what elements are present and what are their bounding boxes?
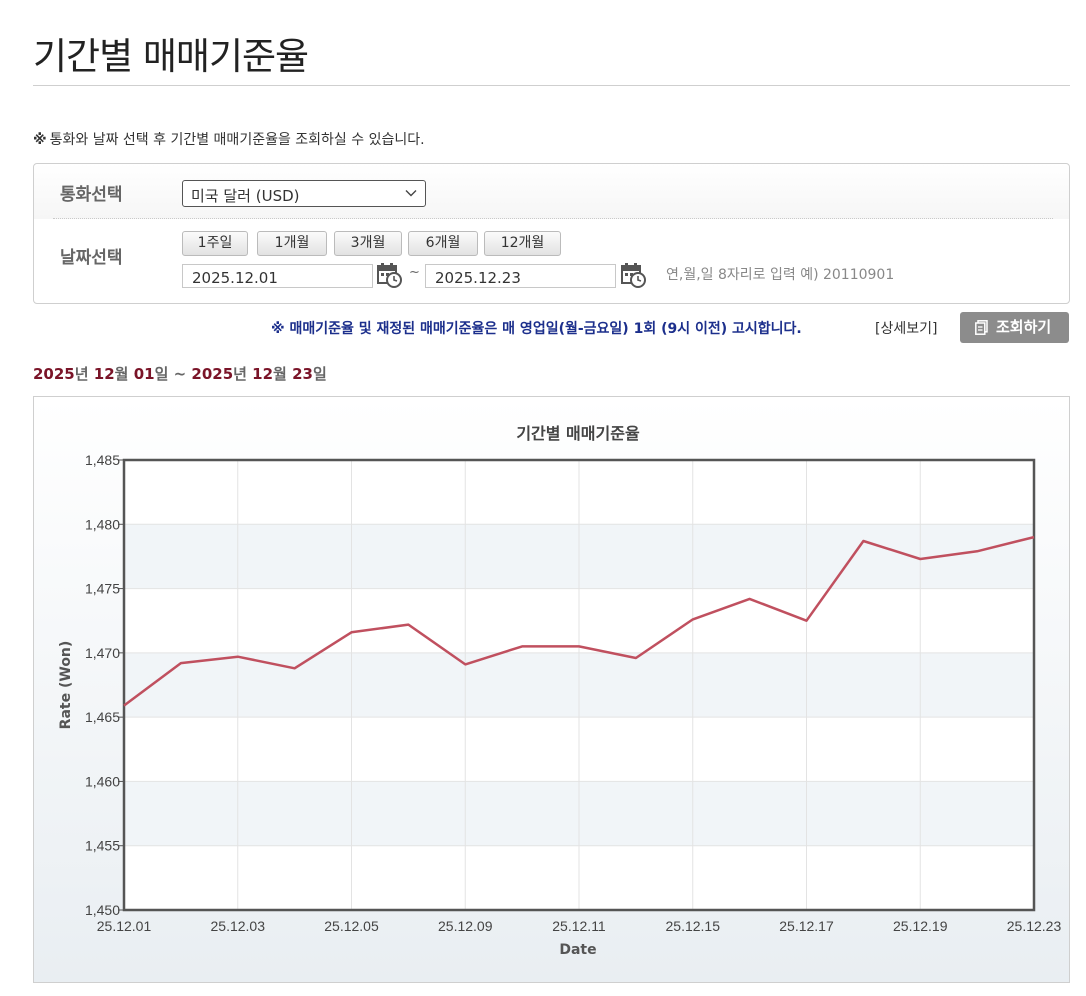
y-tick-label: 1,475 (85, 581, 120, 597)
row-divider (53, 218, 1053, 219)
date-label: 날짜선택 (60, 248, 123, 268)
y-tick-label: 1,450 (85, 902, 120, 918)
range-unit-day: 일 ~ (154, 365, 192, 383)
period-3month-button[interactable]: 3개월 (334, 231, 402, 256)
x-tick-label: 25.12.05 (324, 918, 379, 934)
chart-container: 1,450 1,455 1,460 1,465 1,470 1,475 1,480 1,485… (33, 396, 1070, 983)
x-tick-label: 25.12.23 (1007, 918, 1062, 934)
date-format-hint: 연,월,일 8자리로 입력 예) 20110901 (666, 267, 895, 283)
range-unit-year: 년 (233, 365, 253, 383)
inquiry-button[interactable]: 조회하기 (960, 312, 1069, 343)
chevron-down-icon (405, 190, 417, 197)
x-tick-label: 25.12.11 (552, 918, 606, 934)
y-tick-label: 1,460 (85, 773, 120, 789)
period-6month-button[interactable]: 6개월 (408, 231, 478, 256)
chart-title: 기간별 매매기준율 (516, 424, 640, 443)
x-tick-label: 25.12.17 (779, 918, 834, 934)
x-axis-label: Date (559, 942, 596, 958)
currency-select[interactable]: 미국 달러 (USD) (182, 180, 426, 207)
y-tick-label: 1,470 (85, 645, 120, 661)
range-unit-month: 월 (273, 365, 293, 383)
date-range-separator: ~ (409, 265, 420, 280)
period-12month-button[interactable]: 12개월 (484, 231, 561, 256)
period-1week-button[interactable]: 1주일 (182, 231, 248, 256)
document-icon (975, 320, 988, 335)
y-axis-label: Rate (Won) (58, 641, 74, 730)
range-start-day: 01 (133, 365, 155, 383)
inquiry-button-label: 조회하기 (996, 318, 1052, 336)
notice-mark: ※ (33, 132, 47, 148)
x-tick-label: 25.12.03 (211, 918, 266, 934)
calendar-icon[interactable] (376, 261, 403, 288)
currency-select-value: 미국 달러 (USD) (191, 187, 300, 205)
end-date-input[interactable]: 2025.12.23 (425, 264, 616, 288)
rate-series-line (123, 535, 1035, 707)
x-tick-label: 25.12.19 (893, 918, 948, 934)
range-unit-year: 년 (74, 365, 94, 383)
y-tick-label: 1,465 (85, 709, 120, 725)
range-start-month: 12 (93, 365, 115, 383)
range-end-month: 12 (252, 365, 274, 383)
range-end-year: 2025 (191, 365, 234, 383)
x-tick-label: 25.12.15 (666, 918, 721, 934)
x-tick-label: 25.12.09 (438, 918, 493, 934)
range-unit-month: 월 (114, 365, 134, 383)
selected-range: 2025년 12월 01일 ~ 2025년 12월 23일 (33, 363, 327, 384)
range-unit-day: 일 (312, 365, 327, 383)
y-tick-label: 1,480 (85, 516, 120, 532)
start-date-input[interactable]: 2025.12.01 (182, 264, 373, 288)
range-start-year: 2025 (33, 365, 75, 383)
title-divider (33, 85, 1070, 86)
y-tick-label: 1,485 (85, 452, 120, 468)
search-panel: 통화선택 미국 달러 (USD) 날짜선택 1주일 1개월 3개월 6개월 12… (33, 163, 1070, 304)
plot-frame (122, 458, 1036, 912)
x-tick-label: 25.12.01 (97, 918, 152, 934)
calendar-icon[interactable] (620, 261, 647, 288)
rate-line-chart: 1,450 1,455 1,460 1,465 1,470 1,475 1,480 1,485… (58, 424, 1062, 958)
currency-label: 통화선택 (60, 185, 123, 205)
detail-link[interactable]: [상세보기] (875, 321, 938, 337)
period-1month-button[interactable]: 1개월 (257, 231, 327, 256)
notice-message: 통화와 날짜 선택 후 기간별 매매기준율을 조회하실 수 있습니다. (49, 132, 425, 148)
notice-text: ※ 통화와 날짜 선택 후 기간별 매매기준율을 조회하실 수 있습니다. (33, 129, 425, 149)
y-tick-label: 1,455 (85, 838, 120, 854)
range-end-day: 23 (292, 365, 313, 383)
page-title: 기간별 매매기준율 (33, 35, 309, 78)
publication-notice: ※ 매매기준율 및 재정된 매매기준율은 매 영업일(월-금요일) 1회 (9시… (271, 321, 802, 337)
